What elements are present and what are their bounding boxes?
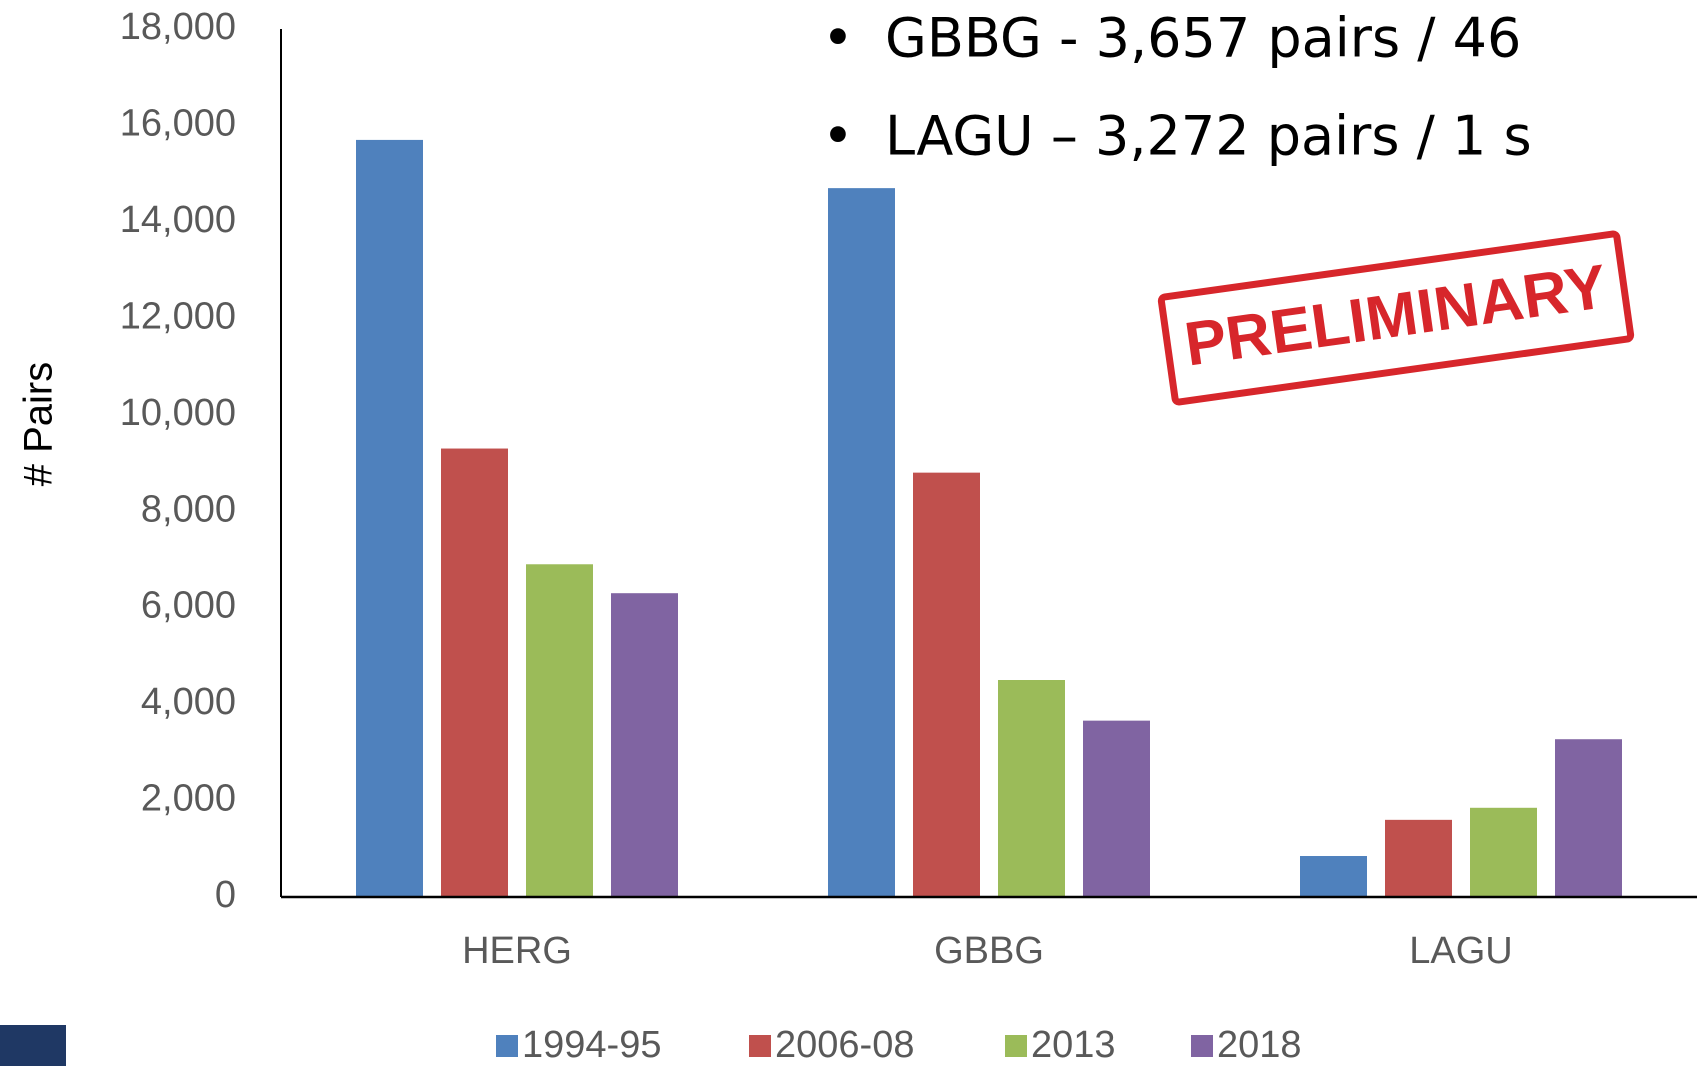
annotation: GBBG - 3,657 pairs / 46 [885,7,1521,70]
bar [1300,856,1367,897]
bar [828,188,895,898]
bar [356,139,423,897]
stamp: PRELIMINARY [1157,230,1635,406]
bar [441,448,508,897]
legend-swatch [749,1035,771,1057]
bar [913,472,980,897]
bullet: • [822,105,854,168]
legend-label: 1994-95 [522,1024,661,1066]
legend-swatch [1005,1035,1027,1057]
y-tick-label: 12,000 [120,295,236,337]
legend-label: 2013 [1031,1024,1116,1066]
legend-swatch [496,1035,518,1057]
bar [1555,739,1622,897]
stamp-border [1157,230,1635,406]
x-tick-label: GBBG [934,930,1044,972]
bar [998,680,1065,897]
y-tick-label: 10,000 [120,392,236,434]
legend-label: 2018 [1217,1024,1302,1066]
y-tick-label: 0 [215,874,236,916]
bar [1385,819,1452,897]
stamp-text: PRELIMINARY [1181,252,1611,379]
bar [1083,720,1150,897]
y-tick-label: 18,000 [120,6,236,48]
legend-swatch [1191,1035,1213,1057]
bar [611,593,678,897]
bar [526,564,593,897]
y-tick-label: 6,000 [141,585,236,627]
y-axis-label: # Pairs [17,362,61,487]
y-tick-label: 2,000 [141,778,236,820]
bullet: • [822,7,854,70]
annotation: LAGU – 3,272 pairs / 1 s [885,105,1532,168]
bar [1470,807,1537,897]
x-tick-label: HERG [462,930,572,972]
logo-block [0,1025,66,1066]
y-tick-label: 14,000 [120,199,236,241]
x-tick-label: LAGU [1409,930,1512,972]
legend-label: 2006-08 [775,1024,914,1066]
y-tick-label: 8,000 [141,488,236,530]
y-tick-label: 4,000 [141,681,236,723]
y-tick-label: 16,000 [120,102,236,144]
